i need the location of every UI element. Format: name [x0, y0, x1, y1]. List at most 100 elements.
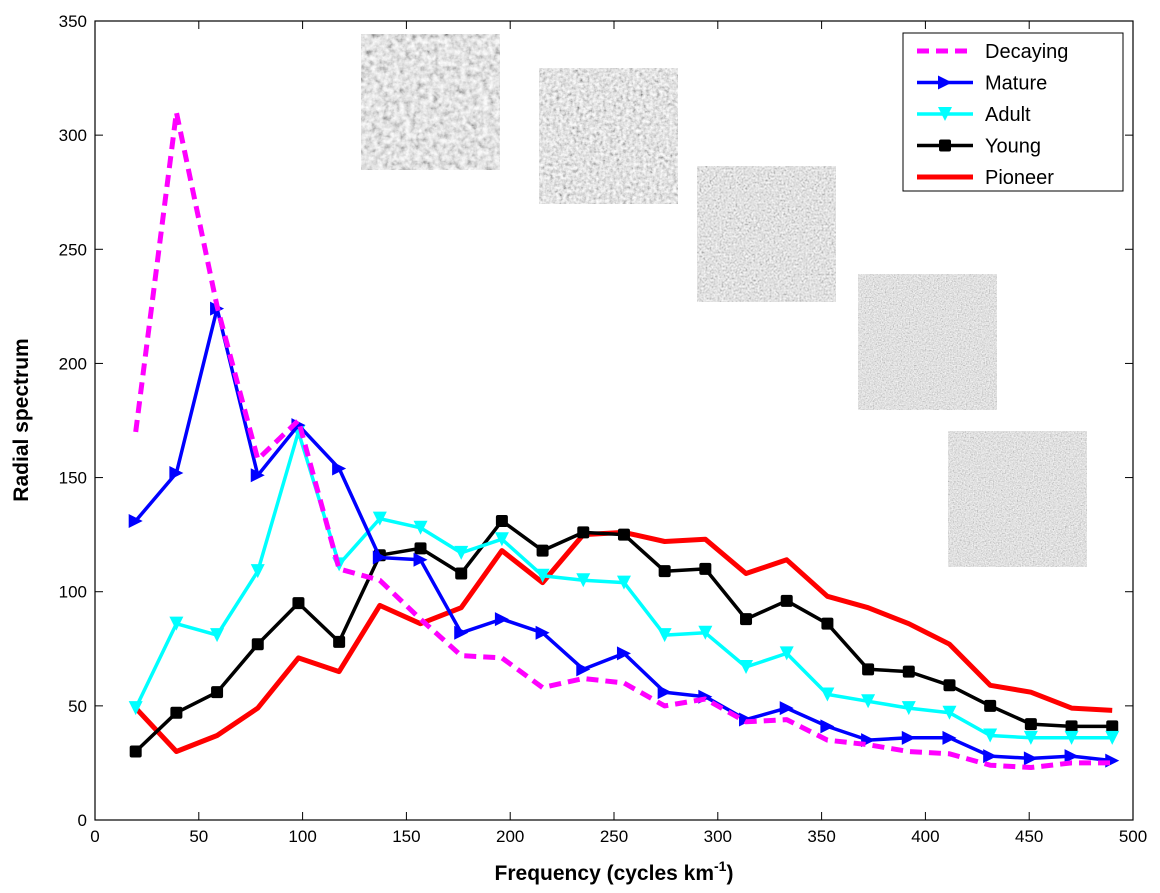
series-young-point — [943, 679, 956, 692]
series-young-point — [211, 686, 224, 699]
x-tick-label: 450 — [1015, 827, 1043, 846]
series-young — [129, 514, 1119, 758]
canopy-image-decaying — [361, 34, 500, 170]
x-axis-title: Frequency (cycles km-1) — [495, 858, 734, 885]
series-mature-point — [250, 468, 265, 483]
series-adult-point — [413, 520, 428, 535]
series-young-point — [577, 526, 590, 539]
series-young-point — [414, 542, 427, 555]
series-adult-point — [698, 625, 713, 640]
canopy-image-adult — [697, 166, 836, 302]
series-young-point — [495, 514, 508, 527]
series-mature-point — [169, 466, 184, 481]
series-mature-point — [576, 662, 591, 677]
series-adult-point — [576, 573, 591, 588]
series-adult-point — [169, 616, 184, 631]
legend-label-decaying: Decaying — [985, 41, 1068, 63]
y-tick-label: 150 — [59, 469, 87, 488]
series-young-point — [536, 544, 549, 557]
legend-label-adult: Adult — [985, 104, 1031, 126]
series-adult-point — [739, 660, 754, 675]
series-mature-point — [535, 625, 550, 640]
series-young-point — [292, 597, 305, 610]
series-adult-point — [535, 568, 550, 583]
canopy-thumbnails — [361, 34, 1087, 567]
series-young-point — [455, 567, 468, 580]
series-young-point — [1065, 720, 1078, 733]
canopy-image-mature — [539, 68, 678, 204]
legend-label-young: Young — [985, 136, 1041, 158]
series-adult-point — [779, 646, 794, 661]
legend-label-pioneer: Pioneer — [985, 167, 1054, 189]
x-tick-label: 400 — [911, 827, 939, 846]
series-adult-point — [861, 694, 876, 709]
y-tick-label: 250 — [59, 240, 87, 259]
series-mature-point — [332, 461, 347, 476]
series-young-point — [862, 663, 875, 676]
series-young-point — [699, 562, 712, 575]
series-mature-point — [372, 550, 387, 565]
series-decaying — [133, 109, 1113, 770]
x-tick-label: 350 — [807, 827, 835, 846]
canopy-image-young — [858, 274, 997, 410]
x-axis-title-superscript: -1 — [714, 858, 727, 874]
series-adult-point — [454, 545, 469, 560]
series-mature-point — [1023, 751, 1038, 766]
series-young-point — [658, 565, 671, 578]
y-tick-label: 300 — [59, 126, 87, 145]
legend-box — [902, 32, 1124, 192]
series-adult-point — [983, 728, 998, 743]
y-tick-label: 100 — [59, 583, 87, 602]
series-mature-point — [820, 719, 835, 734]
series-mature-point — [779, 701, 794, 716]
y-axis-title: Radial spectrum — [10, 338, 33, 501]
legend-mature-point — [938, 75, 952, 90]
x-tick-label: 50 — [189, 827, 208, 846]
series-adult-point — [372, 511, 387, 526]
series-mature-point — [983, 749, 998, 764]
series-adult-point — [1105, 730, 1120, 745]
x-tick-label: 500 — [1119, 827, 1147, 846]
canopy-image-pioneer — [948, 431, 1087, 567]
x-tick-label: 100 — [288, 827, 316, 846]
series-mature-point — [454, 625, 469, 640]
x-tick-label: 250 — [600, 827, 628, 846]
series-adult-point — [820, 687, 835, 702]
series-young-point — [821, 617, 834, 630]
series-mature-point — [616, 646, 631, 661]
series-young-point — [984, 699, 997, 712]
y-tick-label: 350 — [59, 12, 87, 31]
legend-entry-adult: Adult — [917, 104, 1031, 126]
series-mature-point — [494, 612, 509, 627]
series-young-point — [902, 665, 915, 678]
series-mature-point — [1064, 749, 1079, 764]
series-mature-point — [942, 730, 957, 745]
series-young-point — [1106, 720, 1119, 733]
legend-entry-decaying: Decaying — [917, 41, 1068, 63]
series-layer — [128, 109, 1120, 770]
legend-entry-mature: Mature — [917, 73, 1047, 95]
series-young-point — [333, 635, 346, 648]
legend-adult-point — [938, 107, 952, 121]
x-tick-label: 300 — [704, 827, 732, 846]
series-adult-point — [616, 575, 631, 590]
x-axis-title-main: Frequency (cycles km — [495, 862, 714, 885]
series-mature-point — [128, 513, 143, 528]
legend-entry-young: Young — [917, 136, 1041, 158]
series-adult-point — [901, 701, 916, 716]
series-line-decaying — [133, 109, 1113, 770]
legend-label-mature: Mature — [985, 73, 1047, 95]
series-young-point — [740, 613, 753, 626]
y-tick-label: 50 — [68, 697, 87, 716]
series-adult-point — [210, 628, 225, 643]
series-adult-point — [494, 532, 509, 547]
y-tick-label: 0 — [78, 811, 87, 830]
legend-entry-pioneer: Pioneer — [917, 167, 1054, 189]
series-adult-point — [128, 701, 143, 716]
series-adult-point — [1023, 730, 1038, 745]
series-adult-point — [1064, 730, 1079, 745]
legend-young-point — [939, 139, 951, 152]
series-adult-point — [942, 705, 957, 720]
series-adult-point — [250, 564, 265, 579]
series-young-point — [170, 706, 183, 719]
